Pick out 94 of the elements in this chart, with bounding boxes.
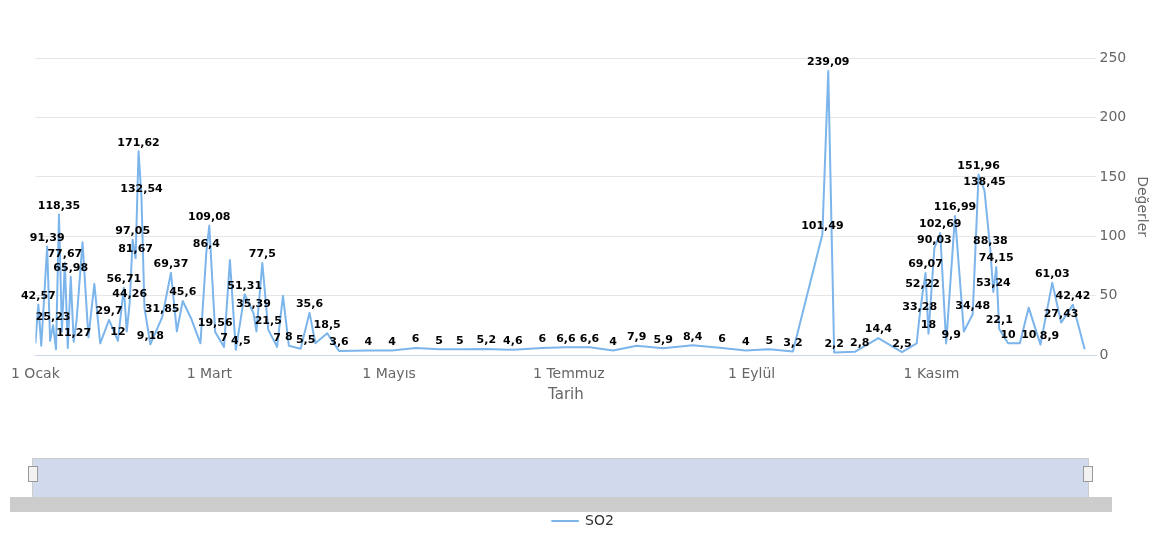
- data-label: 4,5: [231, 334, 251, 348]
- data-label: 3,6: [329, 335, 350, 349]
- data-label: 86,4: [192, 236, 221, 250]
- data-label: 74,15: [978, 251, 1014, 265]
- data-label: 52,22: [905, 277, 940, 291]
- data-label: 44,26: [112, 286, 148, 300]
- data-label: 3,2: [783, 335, 803, 349]
- data-label: 90,03: [916, 232, 952, 246]
- data-label: 8,9: [1039, 328, 1060, 342]
- data-label: 9,9: [941, 327, 961, 341]
- data-label: 77,67: [47, 247, 83, 261]
- data-label: 61,03: [1034, 267, 1070, 281]
- data-label: 101,49: [801, 218, 844, 232]
- data-label: 116,99: [933, 200, 977, 214]
- data-label: 4,6: [503, 334, 523, 348]
- y-tick-label: 150: [1099, 167, 1127, 184]
- data-label: 5: [765, 333, 774, 347]
- data-label: 42,42: [1055, 289, 1091, 303]
- data-label: 69,07: [908, 257, 943, 271]
- data-label: 34,48: [955, 298, 991, 312]
- data-label: 45,6: [169, 285, 197, 299]
- data-label: 42,57: [20, 288, 56, 302]
- data-label: 65,98: [53, 261, 89, 275]
- x-tick-label: 1 Mayıs: [362, 365, 416, 382]
- data-label: 88,38: [972, 234, 1008, 248]
- data-label: 2,8: [850, 336, 870, 350]
- data-label: 239,09: [807, 55, 850, 69]
- data-label: 4: [609, 334, 618, 348]
- data-label: 2,2: [824, 336, 844, 350]
- y-tick-label: 100: [1099, 226, 1127, 243]
- data-label: 6: [538, 332, 547, 346]
- data-label: 4: [388, 334, 397, 348]
- data-label: 102,69: [919, 217, 962, 231]
- x-tick-label: 1 Kasım: [903, 365, 960, 382]
- data-label: 7,9: [626, 330, 647, 344]
- data-label: 10: [1021, 327, 1037, 341]
- legend-label: SO2: [585, 511, 614, 528]
- data-label: 35,6: [295, 297, 324, 311]
- y-tick-label: 200: [1099, 108, 1127, 125]
- data-label: 9,18: [136, 328, 164, 342]
- data-label: 11,27: [56, 326, 92, 340]
- y-tick-label: 250: [1099, 48, 1127, 65]
- data-label: 132,54: [120, 182, 164, 195]
- data-label: 7: [273, 331, 281, 345]
- data-label: 5,9: [653, 332, 673, 346]
- data-label: 77,5: [248, 247, 276, 261]
- data-label: 151,96: [957, 158, 1001, 172]
- data-label: 25,23: [35, 309, 71, 323]
- data-label: 91,39: [29, 230, 65, 244]
- data-label: 118,35: [37, 198, 81, 212]
- data-label: 18: [920, 318, 937, 332]
- data-label: 8: [285, 330, 293, 344]
- x-tick-label: 1 Ocak: [11, 365, 61, 382]
- data-label: 35,39: [236, 297, 271, 311]
- data-label: 5: [455, 333, 464, 347]
- x-tick-label: 1 Mart: [186, 365, 233, 382]
- data-label: 22,1: [985, 313, 1013, 327]
- data-label: 12: [110, 325, 126, 339]
- data-label: 14,4: [864, 322, 893, 336]
- data-label: 2,5: [892, 336, 912, 350]
- data-label: 6: [411, 332, 420, 346]
- data-label: 10: [1000, 327, 1017, 341]
- x-axis-title: Tarih: [547, 384, 584, 403]
- data-label: 6,6: [579, 331, 600, 345]
- data-label: 4: [741, 334, 750, 348]
- y-axis-title: Değerler: [1134, 176, 1151, 238]
- data-label: 56,71: [106, 272, 142, 286]
- data-label: 31,85: [144, 301, 180, 315]
- data-label: 6: [718, 332, 727, 346]
- x-tick-label: 1 Temmuz: [533, 365, 605, 382]
- data-label: 7: [220, 331, 228, 345]
- data-label: 19,56: [197, 316, 233, 330]
- data-label: 4: [364, 334, 373, 348]
- data-label: 21,5: [254, 314, 282, 327]
- data-label: 138,45: [963, 174, 1006, 188]
- data-label: 33,28: [902, 300, 938, 313]
- data-label: 97,05: [115, 224, 151, 238]
- data-label: 109,08: [188, 209, 231, 223]
- data-label: 171,62: [117, 135, 160, 149]
- data-label: 5: [435, 333, 444, 347]
- data-label: 69,37: [153, 257, 189, 271]
- data-label: 29,7: [95, 304, 123, 318]
- data-label: 8,4: [682, 329, 703, 343]
- y-tick-label: 0: [1099, 345, 1109, 362]
- y-tick-label: 50: [1099, 286, 1118, 303]
- data-label: 5,2: [476, 333, 497, 347]
- data-label: 51,31: [227, 278, 263, 292]
- x-tick-label: 1 Eylül: [728, 365, 776, 382]
- data-label: 27,43: [1043, 306, 1079, 320]
- data-label: 81,67: [118, 242, 153, 256]
- data-label: 5,5: [295, 333, 316, 347]
- data-label: 6,6: [556, 331, 577, 345]
- data-label: 53,24: [975, 276, 1012, 290]
- data-label: 18,5: [313, 317, 341, 331]
